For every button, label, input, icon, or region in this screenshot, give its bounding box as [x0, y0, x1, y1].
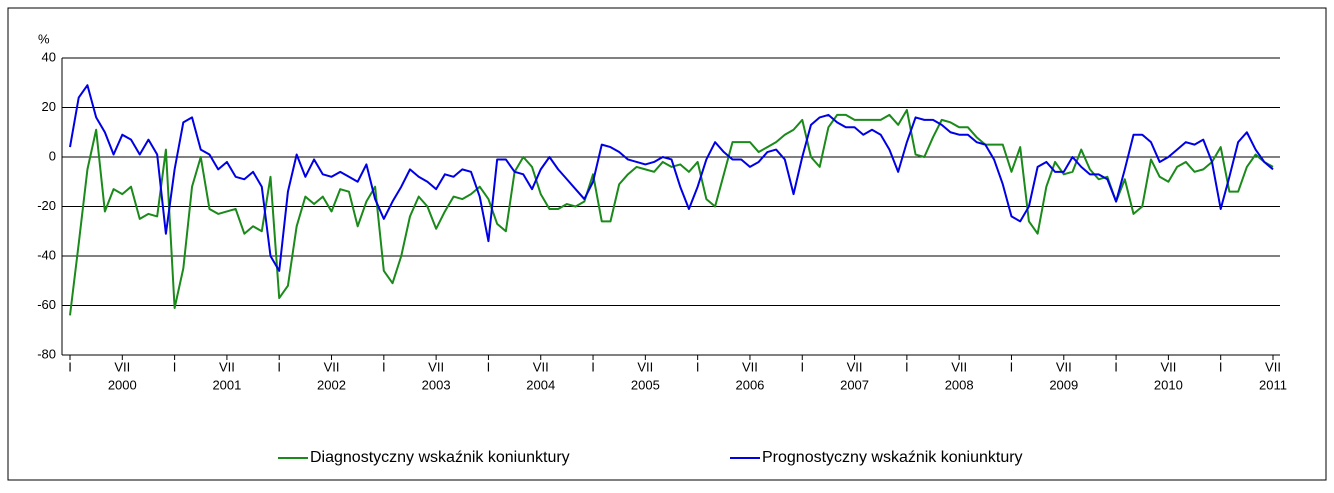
y-tick-label: -40 [37, 247, 56, 262]
year-label: 2000 [108, 377, 137, 392]
x-tick-label: I [487, 359, 491, 374]
x-tick-label: VII [533, 359, 549, 374]
series-line [69, 108, 1274, 316]
x-tick-label: I [173, 359, 177, 374]
x-tick-label: VII [114, 359, 130, 374]
year-label: 2009 [1049, 377, 1078, 392]
x-tick-label: I [68, 359, 72, 374]
x-tick-label: I [905, 359, 909, 374]
y-tick-label: 20 [42, 99, 56, 114]
y-tick-label: 40 [42, 49, 56, 64]
year-label: 2007 [840, 377, 869, 392]
year-label: 2010 [1154, 377, 1183, 392]
x-tick-label: I [800, 359, 804, 374]
year-label: 2002 [317, 377, 346, 392]
x-tick-label: I [591, 359, 595, 374]
x-tick-label: VII [428, 359, 444, 374]
x-tick-label: VII [219, 359, 235, 374]
year-label: 2008 [945, 377, 974, 392]
x-tick-label: I [1219, 359, 1223, 374]
x-tick-label: I [382, 359, 386, 374]
legend-label: Diagnostyczny wskaźnik koniunktury [310, 449, 570, 466]
x-tick-label: VII [1056, 359, 1072, 374]
year-label: 2005 [631, 377, 660, 392]
x-tick-label: I [696, 359, 700, 374]
year-label: 2001 [212, 377, 241, 392]
y-axis-label: % [38, 31, 50, 46]
year-label: 2006 [735, 377, 764, 392]
y-tick-label: -60 [37, 297, 56, 312]
x-tick-label: I [1010, 359, 1014, 374]
y-tick-label: -80 [37, 346, 56, 361]
x-tick-label: VII [742, 359, 758, 374]
y-tick-label: 0 [49, 148, 56, 163]
year-label: 2004 [526, 377, 555, 392]
x-tick-label: VII [637, 359, 653, 374]
year-label: 2003 [422, 377, 451, 392]
legend-label: Prognostyczny wskaźnik koniunktury [762, 449, 1023, 466]
x-tick-label: VII [951, 359, 967, 374]
y-tick-label: -20 [37, 198, 56, 213]
frame [7, 7, 1327, 481]
year-label: 2011 [1259, 377, 1287, 392]
series-line [69, 84, 1274, 272]
x-tick-label: VII [1265, 359, 1281, 374]
x-tick-label: VII [847, 359, 863, 374]
x-tick-label: VII [1160, 359, 1176, 374]
x-tick-label: I [277, 359, 281, 374]
x-tick-label: I [1114, 359, 1118, 374]
x-tick-label: VII [324, 359, 340, 374]
